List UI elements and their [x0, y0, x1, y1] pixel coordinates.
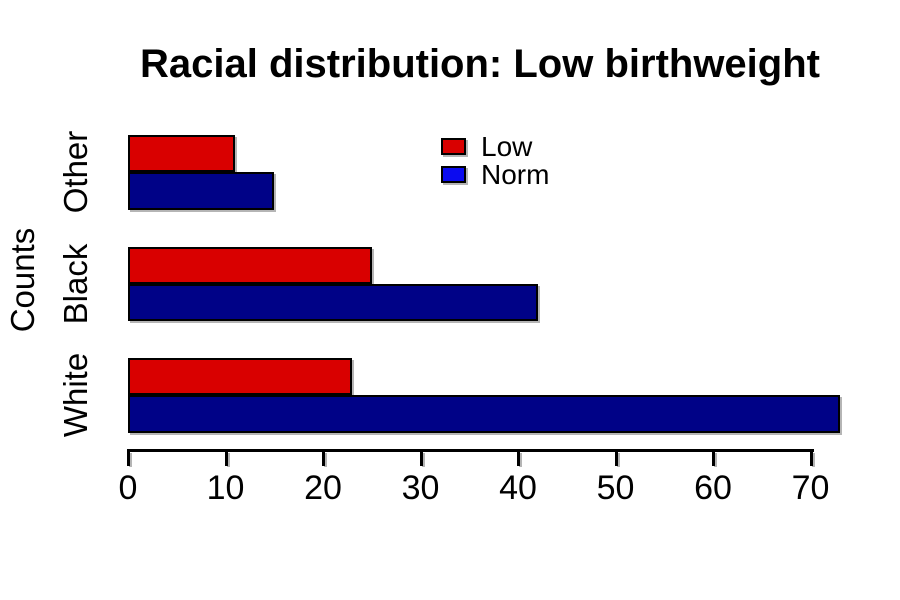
category-label-white: White [57, 353, 94, 438]
x-tick-0 [127, 452, 130, 466]
bar-black-low [128, 246, 372, 284]
chart-title: Racial distribution: Low birthweight [140, 42, 820, 86]
legend-label-norm: Norm [481, 158, 550, 190]
bar-white-norm [128, 395, 840, 433]
category-label-other: Other [57, 131, 94, 214]
legend-item-low: Low [441, 130, 549, 162]
x-tick-label-70: 70 [791, 469, 830, 507]
x-tick-50 [614, 452, 618, 466]
x-tick-label-0: 0 [118, 469, 138, 507]
x-tick-70 [809, 452, 813, 466]
x-tick-label-50: 50 [596, 469, 635, 507]
x-tick-label-30: 30 [401, 469, 440, 507]
x-tick-10 [224, 452, 228, 466]
bar-other-norm [128, 172, 275, 210]
legend-item-norm: Norm [441, 158, 550, 190]
x-tick-label-60: 60 [694, 469, 732, 507]
legend-swatch-norm [441, 166, 466, 183]
x-tick-20 [322, 452, 325, 466]
x-tick-30 [419, 452, 423, 466]
bar-black-norm [128, 283, 538, 322]
category-label-black: Black [57, 243, 94, 325]
y-axis-title: Counts [4, 227, 41, 333]
legend-label-low: Low [481, 130, 533, 162]
bar-white-low [128, 358, 353, 396]
bar-other-low [128, 135, 236, 173]
x-tick-60 [712, 452, 715, 466]
x-axis-line [127, 449, 814, 452]
x-tick-40 [517, 452, 520, 466]
legend: Low Norm [441, 130, 550, 190]
legend-swatch-low [441, 138, 466, 155]
x-tick-label-20: 20 [304, 469, 342, 507]
x-tick-label-10: 10 [206, 469, 245, 507]
x-tick-label-40: 40 [499, 469, 537, 507]
